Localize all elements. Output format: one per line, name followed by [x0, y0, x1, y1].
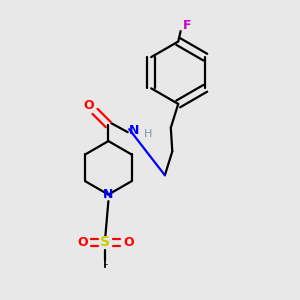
Text: N: N: [128, 124, 139, 137]
Text: H: H: [144, 129, 153, 139]
Text: O: O: [77, 236, 88, 249]
Text: O: O: [123, 236, 134, 249]
Text: F: F: [183, 19, 191, 32]
Text: S: S: [100, 235, 110, 249]
Text: O: O: [84, 99, 94, 112]
Text: N: N: [103, 188, 114, 201]
